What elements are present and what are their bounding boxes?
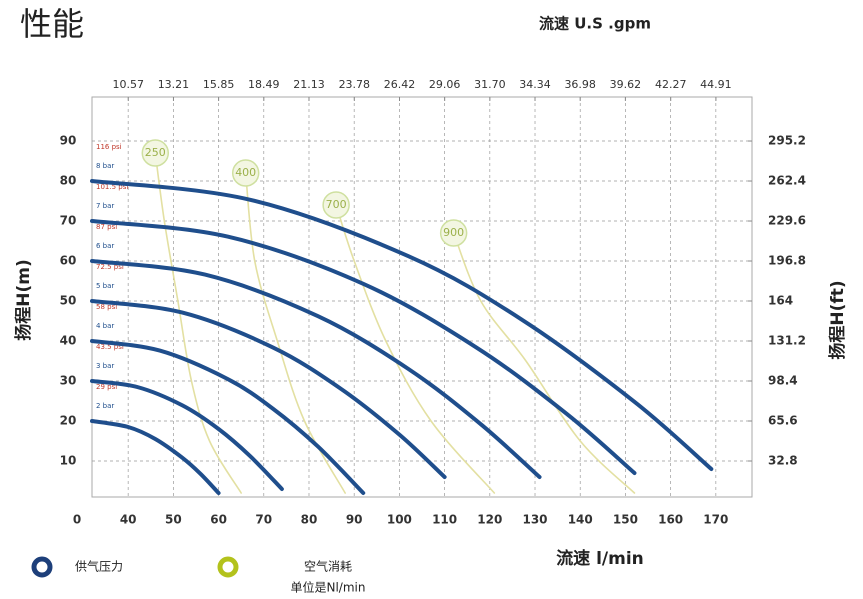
x-tick-label: 100 — [387, 513, 412, 527]
pressure-curve — [90, 419, 221, 495]
air-curve — [154, 152, 242, 494]
x-tick-label: 90 — [346, 513, 363, 527]
x2-tick-label: 42.27 — [655, 78, 687, 91]
legend-label: 空气消耗 — [304, 559, 352, 574]
air-label-circle — [322, 191, 350, 219]
y2-tick-label: 98.4 — [768, 374, 798, 388]
chart-title: 性能 — [20, 5, 84, 43]
x2-tick-label: 39.62 — [610, 78, 642, 91]
air-label: 700 — [326, 198, 347, 211]
x2-tick-label: 15.85 — [203, 78, 235, 91]
air-label: 900 — [443, 226, 464, 239]
y-tick-label: 10 — [60, 454, 77, 468]
y2-axis-label: 扬程H(ft) — [827, 280, 848, 359]
air-curve — [452, 232, 636, 494]
x-tick-label: 150 — [613, 513, 638, 527]
y-tick-label: 20 — [60, 414, 77, 428]
bar-label: 3 bar — [96, 362, 114, 370]
y-tick-label: 30 — [60, 374, 77, 388]
pressure-curve — [90, 259, 542, 479]
bar-label: 7 bar — [96, 202, 114, 210]
air-curve — [335, 204, 496, 494]
origin-label: 0 — [73, 513, 81, 527]
psi-label: 101.5 psi — [96, 183, 128, 191]
y-tick-label: 60 — [60, 254, 77, 268]
pressure-curve — [90, 299, 447, 479]
psi-label: 58 psi — [96, 303, 117, 311]
x2-tick-label: 26.42 — [384, 78, 416, 91]
y-tick-label: 70 — [60, 214, 77, 228]
x2-tick-label: 44.91 — [700, 78, 732, 91]
bar-label: 6 bar — [96, 242, 114, 250]
bar-label: 2 bar — [96, 402, 114, 410]
psi-label: 29 psi — [96, 383, 117, 391]
air-label-circle — [439, 219, 468, 247]
psi-label: 72.5 psi — [96, 263, 124, 271]
y2-tick-label: 32.8 — [768, 454, 798, 468]
y-tick-label: 80 — [60, 174, 77, 188]
psi-label: 116 psi — [96, 143, 122, 151]
legend-sublabel: 单位是Nl/min — [291, 580, 366, 595]
legend-marker — [217, 556, 239, 578]
y2-tick-label: 262.4 — [768, 174, 806, 188]
y2-tick-label: 164 — [768, 294, 793, 308]
y2-tick-label: 229.6 — [768, 214, 806, 228]
x2-tick-label: 10.57 — [113, 78, 145, 91]
x-tick-label: 50 — [165, 513, 182, 527]
air-label-circle — [231, 159, 260, 187]
x-tick-label: 160 — [658, 513, 683, 527]
x2-tick-label: 31.70 — [474, 78, 506, 91]
bar-label: 8 bar — [96, 162, 114, 170]
plot-frame — [91, 96, 753, 498]
x-tick-label: 40 — [120, 513, 137, 527]
y2-tick-label: 65.6 — [768, 414, 798, 428]
x2-tick-label: 13.21 — [158, 78, 190, 91]
x-tick-label: 140 — [568, 513, 593, 527]
y2-tick-label: 131.2 — [768, 334, 806, 348]
air-label-circle — [141, 139, 170, 167]
y-tick-label: 90 — [60, 134, 77, 148]
x-tick-label: 130 — [522, 513, 547, 527]
x2-tick-label: 36.98 — [564, 78, 596, 91]
legend-label: 供气压力 — [75, 559, 123, 574]
y2-tick-label: 196.8 — [768, 254, 806, 268]
y-axis-label: 扬程H(m) — [13, 259, 34, 340]
y2-tick-label: 295.2 — [768, 134, 806, 148]
x-axis-label: 流速 l/min — [556, 548, 644, 569]
psi-label: 43.5 psi — [96, 343, 124, 351]
pressure-curve — [90, 219, 637, 475]
air-label: 250 — [145, 146, 166, 159]
pressure-curve — [90, 379, 284, 491]
psi-label: 87 psi — [96, 223, 117, 231]
bar-label: 5 bar — [96, 282, 114, 290]
x-tick-label: 70 — [255, 513, 272, 527]
x2-tick-label: 21.13 — [293, 78, 325, 91]
x2-tick-label: 23.78 — [339, 78, 371, 91]
x-tick-label: 120 — [477, 513, 502, 527]
pressure-curve — [90, 339, 366, 495]
x-tick-label: 170 — [703, 513, 728, 527]
legend-marker — [31, 556, 53, 578]
x2-tick-label: 29.06 — [429, 78, 461, 91]
y-tick-label: 40 — [60, 334, 77, 348]
bar-label: 4 bar — [96, 322, 114, 330]
x2-tick-label: 18.49 — [248, 78, 280, 91]
x-tick-label: 60 — [210, 513, 227, 527]
pressure-curve — [90, 179, 714, 471]
air-label: 400 — [235, 166, 256, 179]
y-tick-label: 50 — [60, 294, 77, 308]
x-tick-label: 80 — [301, 513, 318, 527]
x2-tick-label: 34.34 — [519, 78, 551, 91]
x-tick-label: 110 — [432, 513, 457, 527]
x2-axis-label: 流速 U.S .gpm — [539, 15, 651, 33]
